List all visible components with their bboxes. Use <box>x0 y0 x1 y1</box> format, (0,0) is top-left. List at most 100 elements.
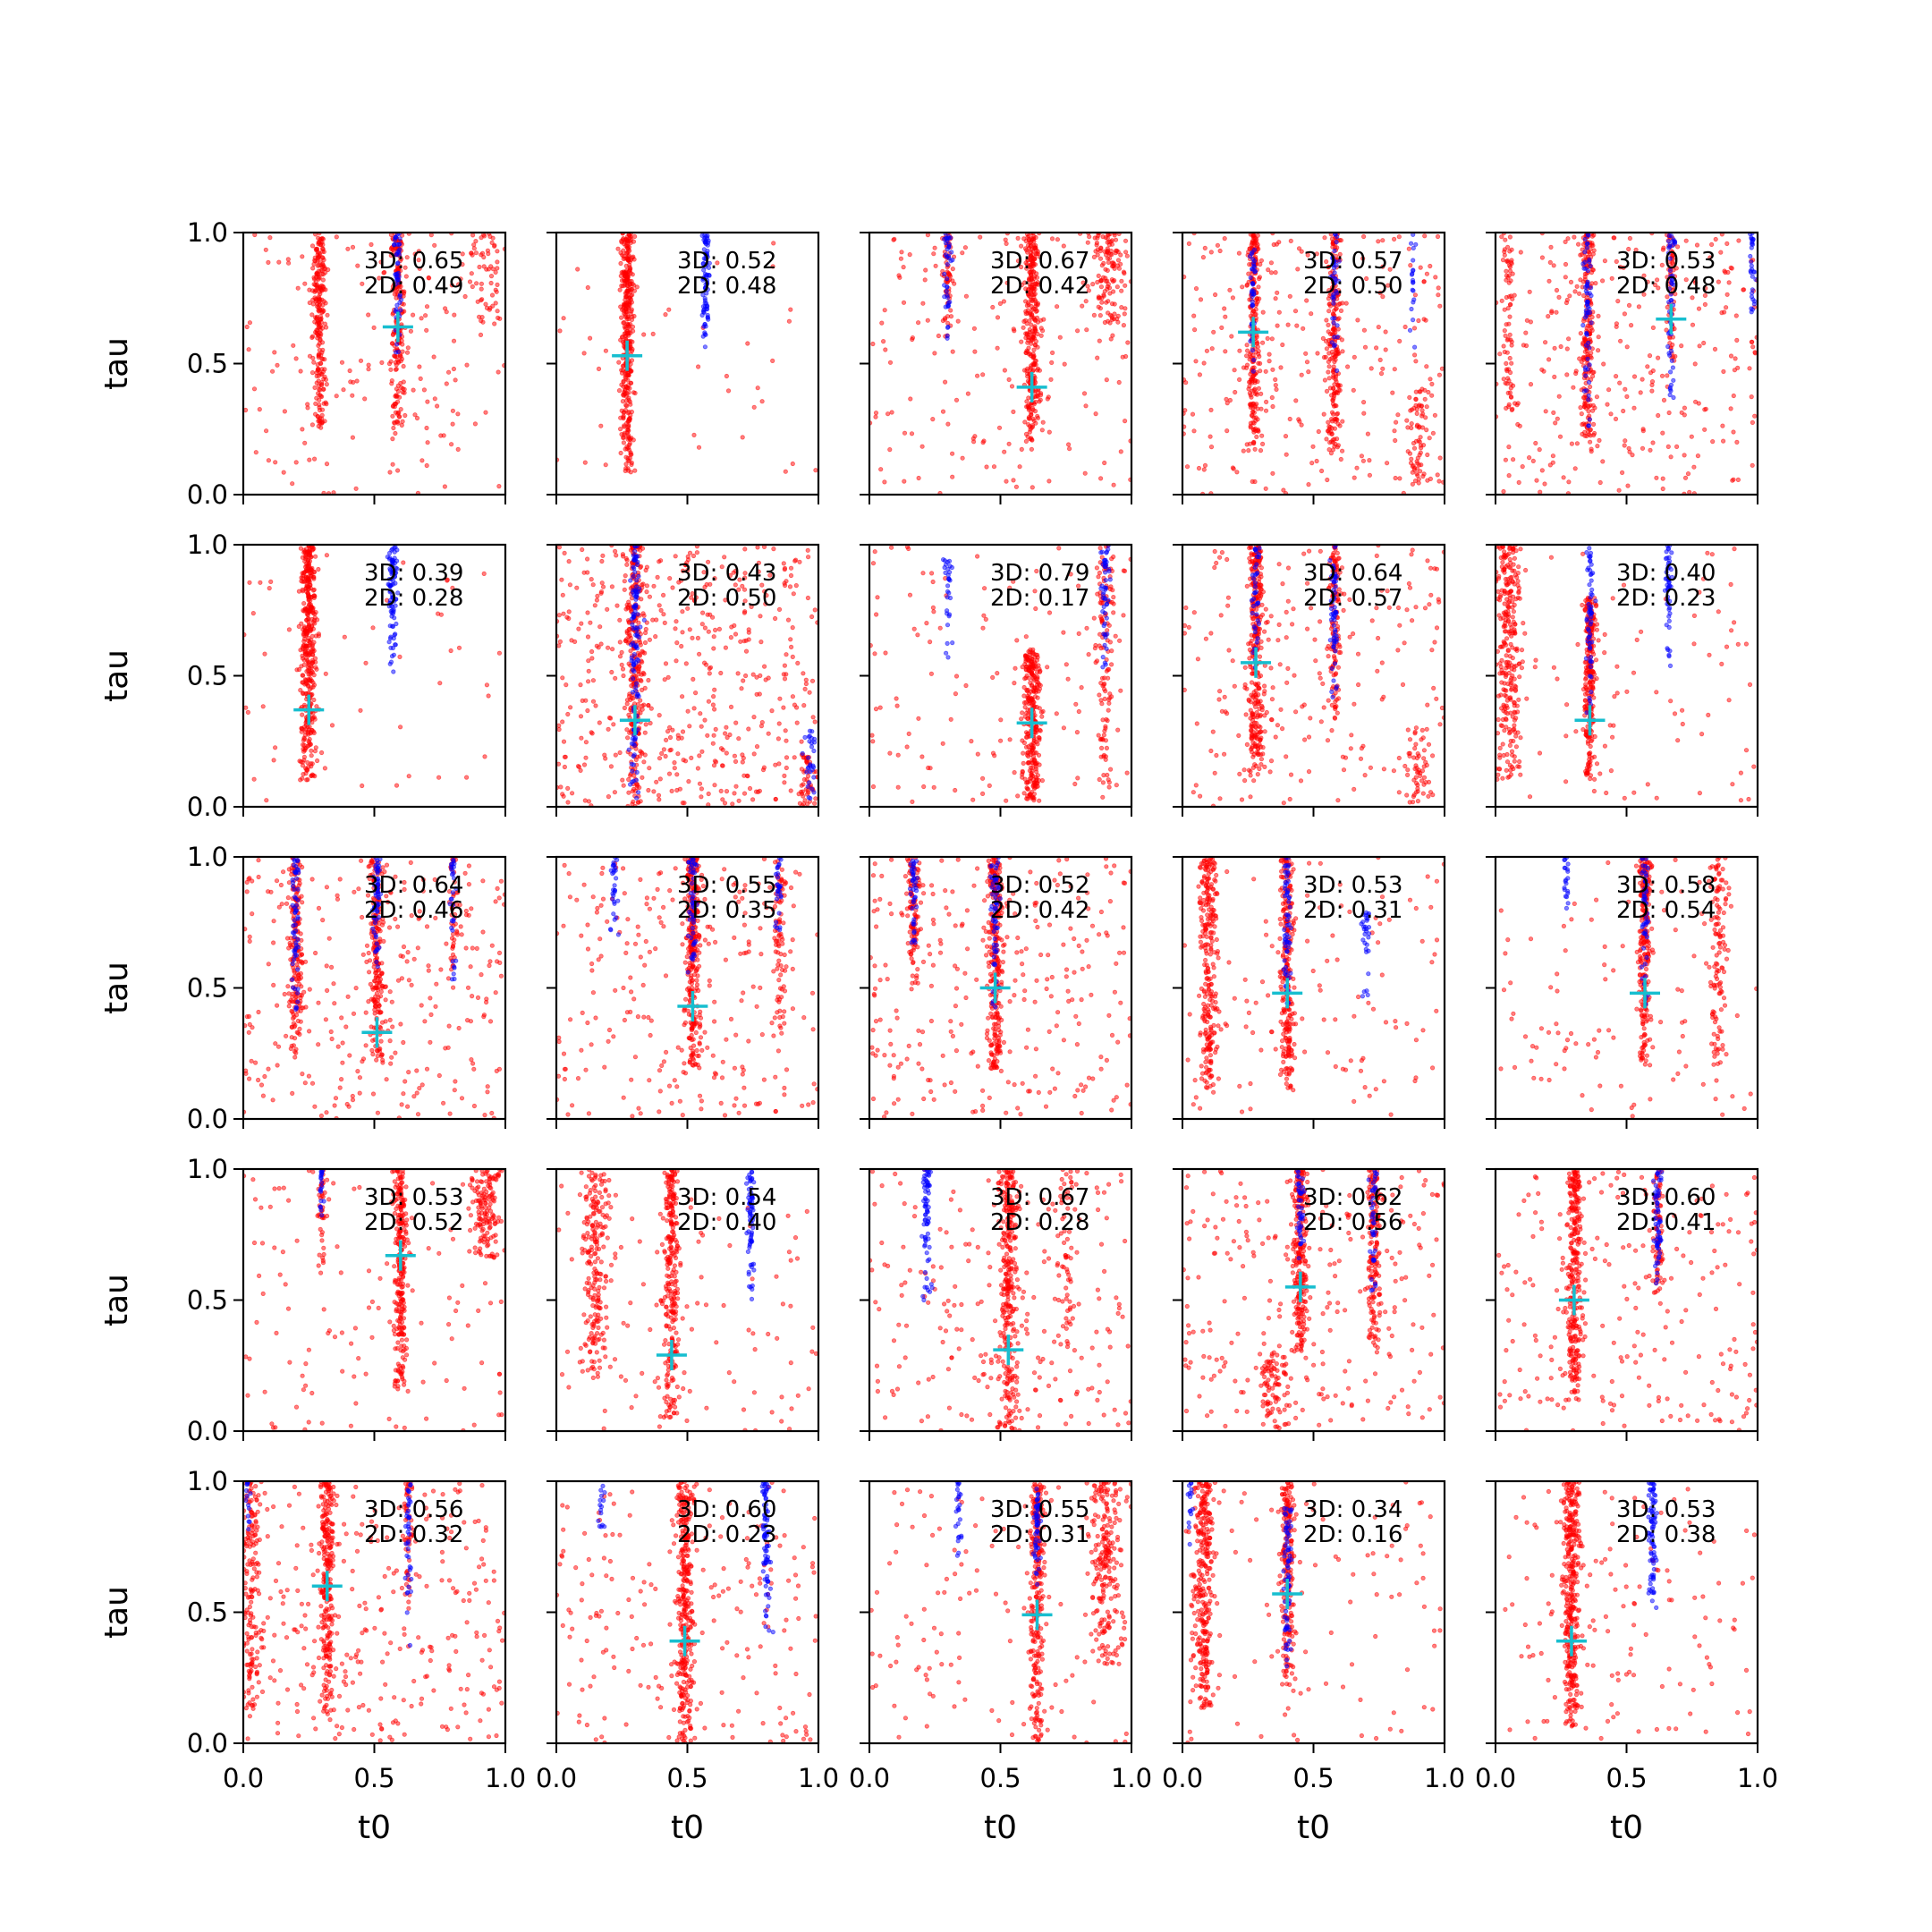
data-point <box>1270 470 1275 476</box>
data-point <box>1330 397 1335 402</box>
data-point <box>1410 470 1415 475</box>
data-point <box>744 773 750 778</box>
data-point <box>811 801 818 806</box>
data-point <box>991 464 997 470</box>
data-point <box>1287 293 1292 299</box>
data-point <box>389 381 394 386</box>
data-point <box>1250 440 1257 445</box>
data-point <box>657 559 662 564</box>
data-point <box>590 699 597 704</box>
data-point <box>1331 301 1336 306</box>
data-point <box>640 775 645 780</box>
data-point <box>932 245 937 250</box>
data-point <box>1411 268 1416 274</box>
data-point <box>725 388 732 394</box>
data-point <box>651 583 657 589</box>
data-point <box>612 548 618 555</box>
data-point <box>397 236 402 242</box>
data-point <box>743 648 750 654</box>
data-point <box>1707 255 1713 260</box>
data-point <box>1585 300 1590 305</box>
data-point <box>1750 242 1755 247</box>
data-point <box>609 647 615 652</box>
data-point <box>1552 345 1557 351</box>
data-point <box>1001 299 1007 304</box>
annotation-2d: 2D: 0.50 <box>1303 273 1402 300</box>
data-point <box>314 270 319 275</box>
data-point <box>653 633 658 640</box>
data-point <box>1303 351 1309 356</box>
data-point <box>379 360 385 365</box>
data-point <box>616 387 623 394</box>
data-point <box>1257 275 1262 282</box>
data-point <box>267 234 273 241</box>
data-point <box>1028 367 1033 372</box>
data-point <box>950 266 955 272</box>
y-axis-label: tau <box>98 649 135 702</box>
data-point <box>1407 327 1413 333</box>
data-point <box>1504 322 1509 327</box>
data-point <box>1418 435 1423 440</box>
data-point <box>695 635 701 641</box>
data-point <box>1025 258 1030 263</box>
data-point <box>305 586 310 592</box>
data-point <box>597 624 603 630</box>
y-axis-label: tau <box>98 337 135 390</box>
data-point <box>1502 327 1507 334</box>
data-point <box>1352 354 1357 360</box>
data-point <box>1515 401 1521 406</box>
data-point <box>711 763 717 768</box>
data-point <box>618 315 624 320</box>
data-point <box>758 723 765 729</box>
data-point <box>901 264 906 270</box>
data-point <box>1028 352 1034 359</box>
data-point <box>781 561 786 566</box>
data-point <box>756 569 761 574</box>
data-point <box>1345 364 1351 369</box>
data-point <box>1530 458 1536 464</box>
data-point <box>945 271 951 276</box>
data-point <box>1029 436 1034 441</box>
data-point <box>1029 276 1035 282</box>
data-point <box>585 570 590 575</box>
data-point <box>1689 434 1694 439</box>
data-point <box>621 783 626 788</box>
data-point <box>308 670 314 676</box>
data-point <box>1497 352 1503 357</box>
data-point <box>1236 250 1242 256</box>
data-point <box>299 664 304 669</box>
data-point <box>309 748 314 753</box>
data-point <box>637 664 642 669</box>
data-point <box>712 575 717 581</box>
data-point <box>444 381 449 386</box>
data-point <box>303 726 309 733</box>
data-point <box>687 627 692 632</box>
data-point <box>724 788 730 794</box>
data-point <box>286 627 292 632</box>
data-point <box>1108 248 1114 254</box>
data-point <box>703 242 709 247</box>
data-point <box>1567 293 1572 299</box>
data-point <box>670 727 675 733</box>
data-point <box>391 669 396 674</box>
data-point <box>622 705 628 711</box>
data-point <box>388 582 394 588</box>
data-point <box>484 682 490 688</box>
data-point <box>1574 441 1580 446</box>
data-point <box>716 626 723 632</box>
data-point <box>691 706 697 711</box>
data-point <box>626 458 632 464</box>
data-point <box>298 546 303 551</box>
data-point <box>432 242 437 248</box>
data-point <box>766 675 771 681</box>
data-point <box>1015 235 1021 241</box>
data-point <box>471 246 477 251</box>
data-point <box>1234 470 1240 475</box>
data-point <box>1385 461 1390 466</box>
data-point <box>945 324 951 329</box>
data-point <box>801 782 806 787</box>
data-point <box>1376 239 1381 244</box>
data-point <box>626 693 632 699</box>
data-point <box>496 369 501 375</box>
data-point <box>699 233 705 238</box>
